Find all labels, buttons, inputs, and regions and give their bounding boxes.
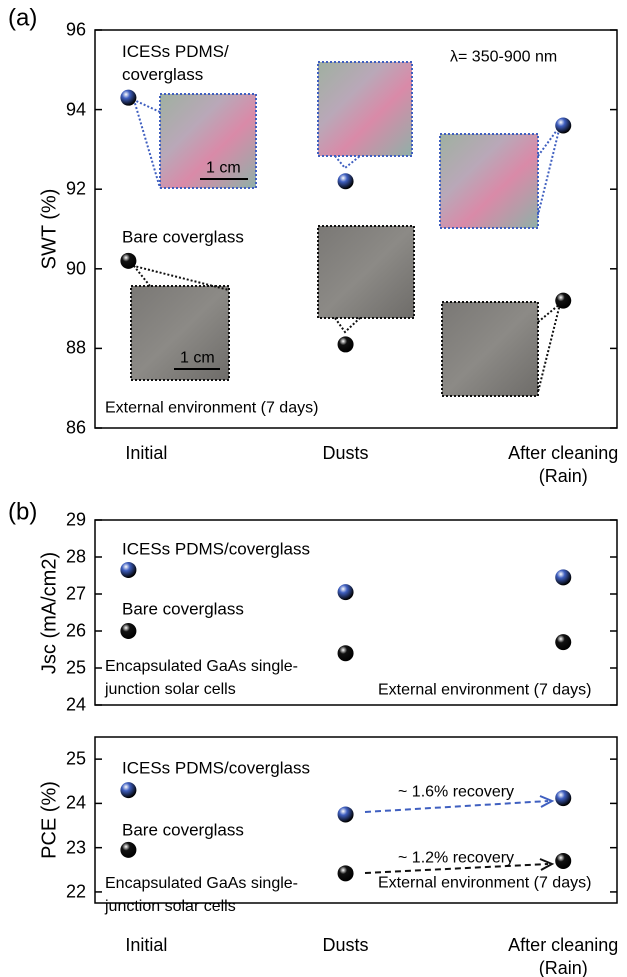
recovery-arrows bbox=[364, 795, 555, 874]
series-label: Bare coverglass bbox=[122, 227, 244, 247]
x-tick-label: Dusts bbox=[322, 935, 369, 955]
data-point bbox=[555, 117, 572, 134]
data-point bbox=[555, 292, 572, 309]
annotation: External environment (7 days) bbox=[105, 399, 319, 417]
annotation: 1 cm bbox=[206, 159, 241, 177]
series-label: Bare coverglass bbox=[122, 820, 244, 840]
y-tick-label: 25 bbox=[65, 748, 86, 769]
series-label: ICESs PDMS/ coverglass bbox=[122, 42, 229, 84]
y-tick-label: 24 bbox=[65, 792, 86, 813]
y-axis-label: Jsc (mA/cm2) bbox=[38, 551, 61, 674]
annotation: 1 cm bbox=[180, 349, 215, 367]
series-label: ICESs PDMS/coverglass bbox=[122, 758, 310, 778]
data-point bbox=[337, 865, 354, 882]
y-tick-label: 27 bbox=[65, 583, 86, 604]
y-tick-label: 23 bbox=[65, 837, 86, 858]
series-label: ICESs PDMS/coverglass bbox=[122, 539, 310, 559]
annotation: ~ 1.2% recovery bbox=[398, 849, 515, 867]
data-point bbox=[555, 569, 572, 586]
annotation: External environment (7 days) bbox=[378, 681, 592, 699]
x-tick-label: Initial bbox=[125, 443, 168, 463]
data-point bbox=[120, 841, 137, 858]
annotation: External environment (7 days) bbox=[378, 874, 592, 892]
y-axis-label: PCE (%) bbox=[38, 781, 61, 859]
data-point bbox=[555, 634, 572, 651]
x-tick-label: After cleaning (Rain) bbox=[508, 443, 619, 486]
data-point bbox=[120, 623, 137, 639]
plot-frame bbox=[94, 736, 618, 904]
y-tick-label: 86 bbox=[65, 417, 86, 438]
y-axis-label: SWT (%) bbox=[38, 188, 61, 270]
annotation: λ= 350-900 nm bbox=[450, 48, 558, 66]
photos bbox=[130, 61, 562, 397]
data-point bbox=[120, 89, 137, 106]
x-tick-label: Initial bbox=[125, 935, 168, 955]
y-tick-label: 90 bbox=[65, 258, 86, 279]
data-point bbox=[120, 782, 137, 799]
panel-label: (a) bbox=[8, 4, 38, 32]
y-tick-label: 94 bbox=[65, 99, 86, 120]
data-point bbox=[337, 173, 354, 190]
y-tick-label: 92 bbox=[65, 178, 86, 199]
scale-bars bbox=[174, 178, 248, 370]
panel-label: (b) bbox=[8, 498, 38, 526]
plot-frame bbox=[94, 519, 618, 706]
y-tick-label: 25 bbox=[65, 657, 86, 678]
data-point bbox=[337, 806, 354, 823]
y-tick-label: 96 bbox=[65, 19, 86, 40]
data-point bbox=[120, 561, 137, 578]
data-point bbox=[120, 252, 137, 269]
y-tick-label: 28 bbox=[65, 546, 86, 567]
data-point bbox=[555, 790, 572, 807]
x-tick-label: After cleaning (Rain) bbox=[508, 935, 619, 977]
data-point bbox=[555, 852, 572, 869]
y-tick-label: 22 bbox=[65, 881, 86, 902]
y-tick-label: 26 bbox=[65, 620, 86, 641]
series-label: Bare coverglass bbox=[122, 599, 244, 619]
data-point bbox=[337, 584, 354, 601]
plot-frame bbox=[94, 29, 618, 429]
y-tick-label: 88 bbox=[65, 337, 86, 358]
x-tick-label: Dusts bbox=[322, 443, 369, 463]
data-point bbox=[337, 645, 354, 662]
annotation: Encapsulated GaAs single-junction solar … bbox=[105, 658, 298, 698]
y-tick-label: 24 bbox=[65, 694, 86, 715]
y-tick-label: 29 bbox=[65, 509, 86, 530]
annotation: Encapsulated GaAs single-junction solar … bbox=[105, 875, 298, 915]
annotation: ~ 1.6% recovery bbox=[398, 783, 515, 801]
data-point bbox=[337, 336, 354, 353]
